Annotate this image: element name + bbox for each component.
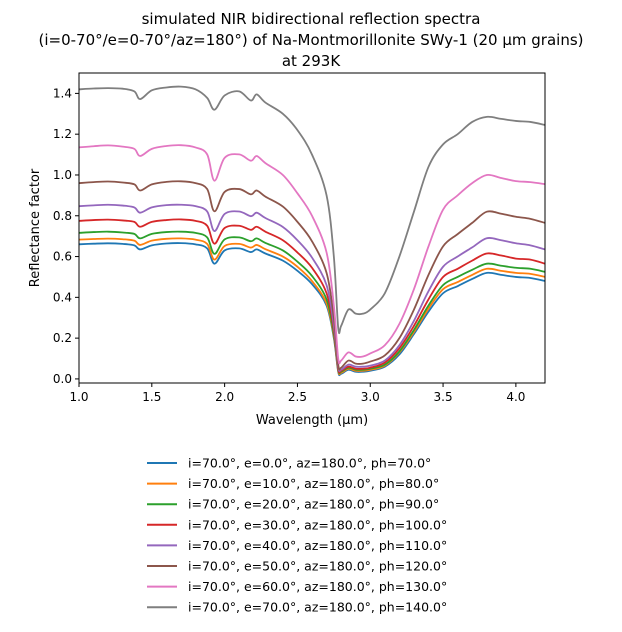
y-tick-label: 0.8 <box>53 209 72 223</box>
series-line-7 <box>79 144 545 365</box>
y-tick-label: 1.0 <box>53 168 72 182</box>
legend-label: i=70.0°, e=0.0°, az=180.0°, ph=70.0° <box>188 456 431 471</box>
y-tick-label: 0.4 <box>53 290 72 304</box>
series-line-8 <box>79 85 545 335</box>
series-line-3 <box>79 230 545 375</box>
chart-title-line: simulated NIR bidirectional reflection s… <box>142 10 481 28</box>
y-tick-label: 0.6 <box>53 250 72 264</box>
legend-label: i=70.0°, e=30.0°, az=180.0°, ph=100.0° <box>188 517 447 532</box>
x-tick-label: 2.5 <box>288 390 307 404</box>
x-tick-label: 1.5 <box>142 390 161 404</box>
x-tick-label: 2.0 <box>215 390 234 404</box>
series-line-4 <box>79 218 545 374</box>
series-line-6 <box>79 180 545 371</box>
legend-label: i=70.0°, e=20.0°, az=180.0°, ph=90.0° <box>188 497 439 512</box>
legend-label: i=70.0°, e=60.0°, az=180.0°, ph=130.0° <box>188 579 447 594</box>
y-tick-label: 0.0 <box>53 372 72 386</box>
y-tick-label: 1.4 <box>53 86 72 100</box>
y-tick-label: 0.2 <box>53 331 72 345</box>
x-tick-label: 1.0 <box>69 390 88 404</box>
series-line-2 <box>79 237 545 376</box>
x-axis-ticks: 1.0 1.5 2.0 2.5 3.0 3.5 4.0 <box>69 383 525 404</box>
chart-title: simulated NIR bidirectional reflection s… <box>39 10 584 70</box>
legend-label: i=70.0°, e=40.0°, az=180.0°, ph=110.0° <box>188 538 447 553</box>
plot-lines <box>79 85 545 377</box>
y-tick-label: 1.2 <box>53 127 72 141</box>
chart-title-line: (i=0-70°/e=0-70°/az=180°) of Na-Montmori… <box>39 31 584 49</box>
legend-label: i=70.0°, e=50.0°, az=180.0°, ph=120.0° <box>188 559 447 574</box>
y-axis-ticks: 0.0 0.2 0.4 0.6 0.8 1.0 1.2 1.4 <box>53 86 79 386</box>
series-line-5 <box>79 203 545 372</box>
y-axis-label: Reflectance factor <box>28 168 43 287</box>
legend-label: i=70.0°, e=70.0°, az=180.0°, ph=140.0° <box>188 600 447 615</box>
x-axis-label: Wavelength (μm) <box>256 413 368 428</box>
x-tick-label: 3.0 <box>361 390 380 404</box>
series-line-1 <box>79 242 545 377</box>
plot-frame <box>78 72 546 384</box>
x-tick-label: 3.5 <box>434 390 453 404</box>
legend-label: i=70.0°, e=10.0°, az=180.0°, ph=80.0° <box>188 476 439 491</box>
legend: i=70.0°, e=0.0°, az=180.0°, ph=70.0° i=70… <box>147 456 447 615</box>
x-tick-label: 4.0 <box>506 390 525 404</box>
chart-title-line: at 293K <box>282 52 341 70</box>
